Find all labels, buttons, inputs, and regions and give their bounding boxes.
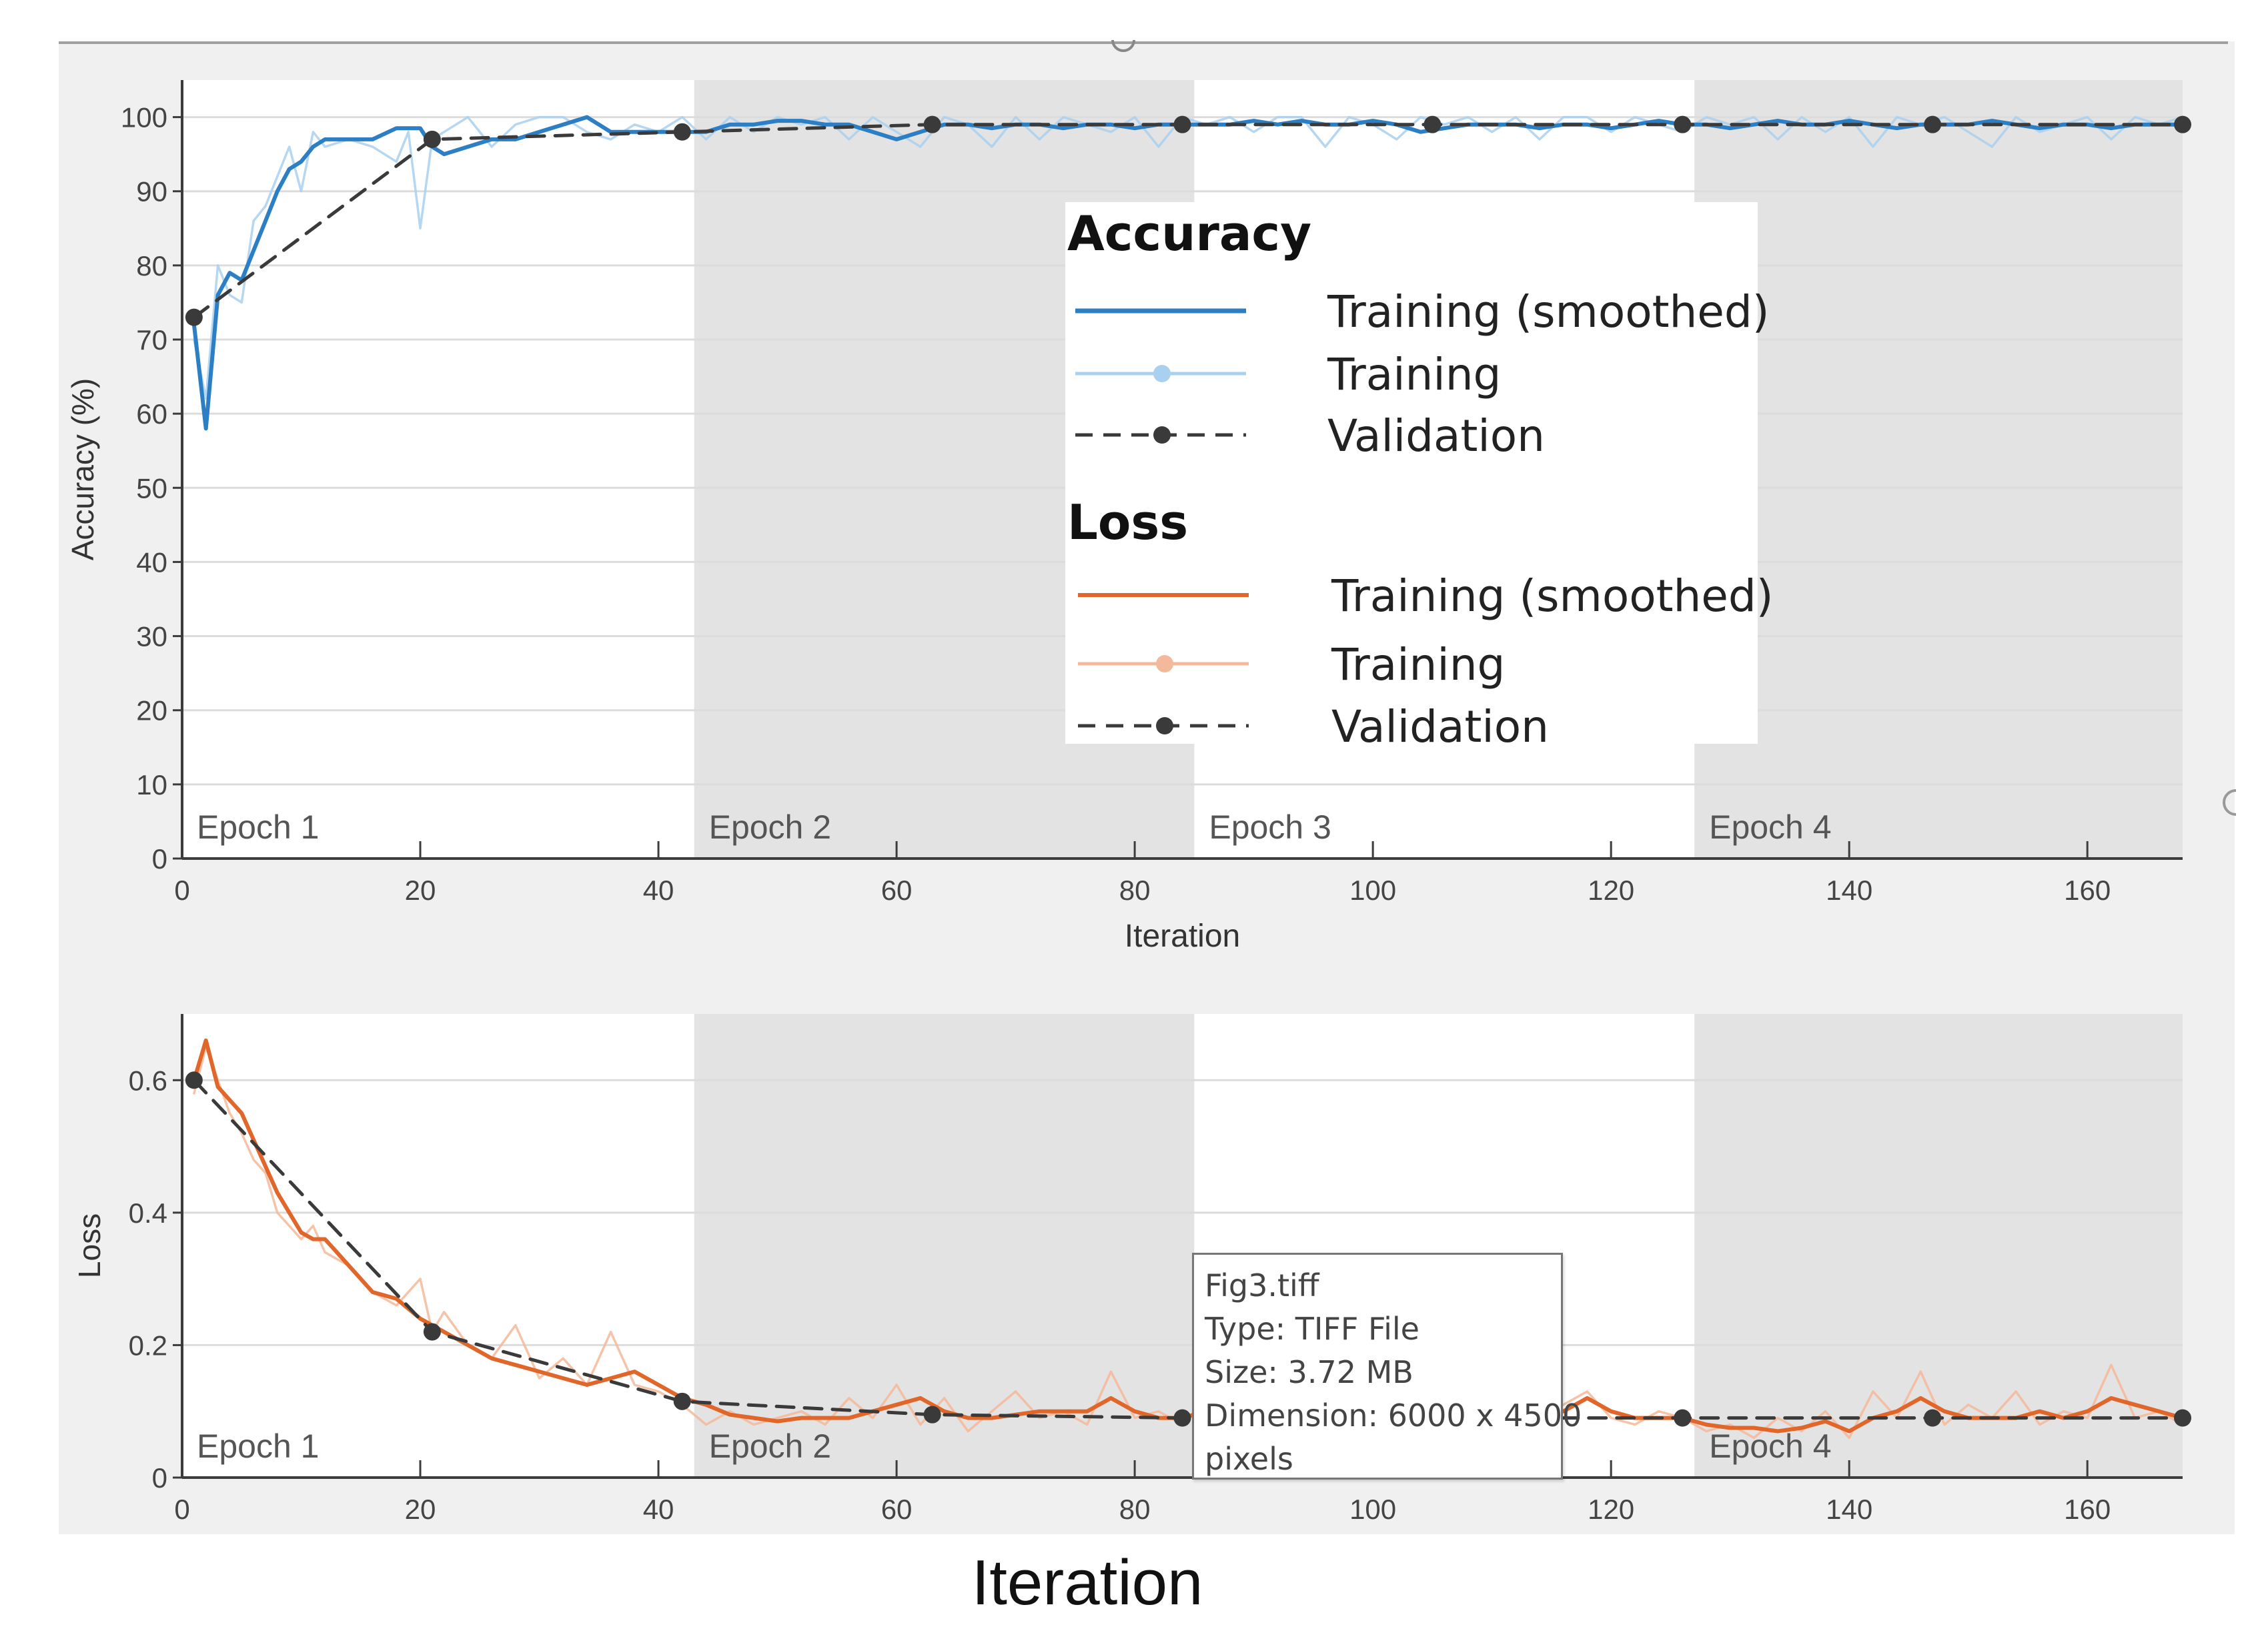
figure-caption: Iteration [971, 1547, 1203, 1618]
legend-accuracy-label-2: Validation [1327, 410, 1545, 462]
acc-x-tick-label: 0 [174, 875, 189, 906]
acc-x-tick-label: 120 [1588, 875, 1634, 906]
acc-validation-point [1424, 115, 1442, 133]
tooltip-dimension: Dimension: 6000 x 4500 [1205, 1398, 1582, 1434]
acc-epoch-label: Epoch 3 [1209, 808, 1331, 846]
loss-validation-point [1674, 1409, 1692, 1427]
acc-y-tick-label: 20 [136, 695, 167, 726]
resize-handle-right [2223, 789, 2237, 816]
acc-validation-point [423, 130, 441, 148]
acc-y-tick-label: 60 [136, 398, 167, 430]
acc-y-axis-label: Accuracy (%) [65, 378, 100, 560]
acc-epoch-label: Epoch 1 [197, 808, 319, 846]
loss-y-tick-label: 0 [152, 1462, 167, 1494]
loss-validation-point [2174, 1409, 2191, 1427]
acc-y-tick-label: 50 [136, 472, 167, 504]
legend-loss-title: Loss [1067, 494, 1188, 550]
acc-validation-point [1173, 115, 1191, 133]
file-tooltip: Fig3.tiff Type: TIFF File Size: 3.72 MB … [1192, 1253, 1582, 1480]
acc-validation-point [1674, 115, 1692, 133]
loss-epoch-label: Epoch 1 [197, 1428, 319, 1465]
loss-y-tick-label: 0.6 [129, 1065, 167, 1096]
acc-x-tick-label: 60 [881, 875, 913, 906]
acc-x-tick-label: 40 [643, 875, 674, 906]
legend-accuracy-title: Accuracy [1067, 205, 1311, 261]
acc-validation-point [2174, 115, 2191, 133]
loss-chart: 0 0.2 0.4 0.6 0 20 40 60 80 100 120 140 160 Loss Epoch… [72, 1014, 2191, 1525]
acc-validation-point [1924, 115, 1942, 133]
acc-y-tick-label: 100 [121, 102, 167, 133]
loss-x-tick-label: 40 [643, 1494, 674, 1525]
legend: Accuracy Training (smoothed) Training Valid… [1065, 202, 1774, 752]
legend-loss-label-1: Training [1331, 639, 1505, 690]
legend-box [1065, 202, 1758, 744]
loss-x-tick-label: 20 [405, 1494, 436, 1525]
loss-y-tick-label: 0.4 [129, 1197, 167, 1229]
legend-accuracy-label-0: Training (smoothed) [1327, 286, 1770, 338]
loss-x-tick-label: 160 [2064, 1494, 2111, 1525]
loss-validation-point [185, 1071, 203, 1089]
acc-x-tick-label: 80 [1119, 875, 1151, 906]
loss-x-tick-label: 140 [1826, 1494, 1872, 1525]
acc-x-tick-label: 20 [405, 875, 436, 906]
acc-y-tick-label: 0 [152, 843, 167, 875]
acc-y-tick-label: 30 [136, 621, 167, 652]
acc-y-tick-label: 90 [136, 176, 167, 207]
acc-x-tick-label: 100 [1349, 875, 1396, 906]
acc-x-tick-label: 160 [2064, 875, 2111, 906]
loss-x-tick-label: 0 [174, 1494, 189, 1525]
legend-accuracy-marker-1 [1153, 365, 1171, 382]
loss-validation-point [423, 1323, 441, 1341]
loss-validation-point [673, 1392, 691, 1410]
acc-epoch-shade [1694, 80, 2183, 859]
tooltip-size: Size: 3.72 MB [1205, 1354, 1413, 1390]
loss-y-axis-label: Loss [72, 1213, 107, 1278]
loss-epoch-shade [694, 1014, 1195, 1478]
loss-series-smoothed [191, 1038, 2185, 1434]
acc-y-tick-label: 10 [136, 769, 167, 800]
acc-x-axis-label: Iteration [1125, 919, 1240, 954]
acc-y-tick-label: 80 [136, 250, 167, 282]
loss-validation-point [1173, 1409, 1191, 1427]
loss-validation-point [923, 1406, 941, 1424]
acc-epoch-label: Epoch 4 [1709, 808, 1831, 846]
acc-x-tick-label: 140 [1826, 875, 1872, 906]
loss-y-tick-label: 0.2 [129, 1329, 167, 1361]
loss-epoch-shade [1694, 1014, 2183, 1478]
acc-y-tick-label: 40 [136, 546, 167, 578]
legend-accuracy-label-1: Training [1327, 349, 1501, 400]
acc-epoch-label: Epoch 2 [709, 808, 831, 846]
loss-epoch-label: Epoch 4 [1709, 1428, 1831, 1465]
tooltip-filename: Fig3.tiff [1205, 1267, 1319, 1303]
resize-handle-top [1111, 39, 1135, 52]
loss-validation-point [1924, 1409, 1942, 1427]
legend-loss-label-0: Training (smoothed) [1331, 570, 1774, 622]
acc-validation-point [185, 308, 203, 326]
acc-y-tick-label: 70 [136, 324, 167, 356]
legend-loss-marker-1 [1156, 655, 1173, 672]
loss-epoch-label: Epoch 2 [709, 1428, 831, 1465]
acc-validation-point [673, 123, 691, 141]
loss-x-tick-label: 120 [1588, 1494, 1634, 1525]
legend-loss-label-2: Validation [1331, 701, 1549, 752]
loss-x-tick-label: 80 [1119, 1494, 1151, 1525]
acc-validation-point [923, 115, 941, 133]
loss-x-tick-label: 60 [881, 1494, 913, 1525]
legend-accuracy-marker-2 [1153, 426, 1171, 444]
legend-loss-marker-2 [1156, 717, 1173, 734]
loss-x-tick-label: 100 [1349, 1494, 1396, 1525]
acc-series-training [193, 115, 2184, 400]
tooltip-type: Type: TIFF File [1205, 1311, 1420, 1347]
tooltip-pixels: pixels [1205, 1441, 1293, 1477]
